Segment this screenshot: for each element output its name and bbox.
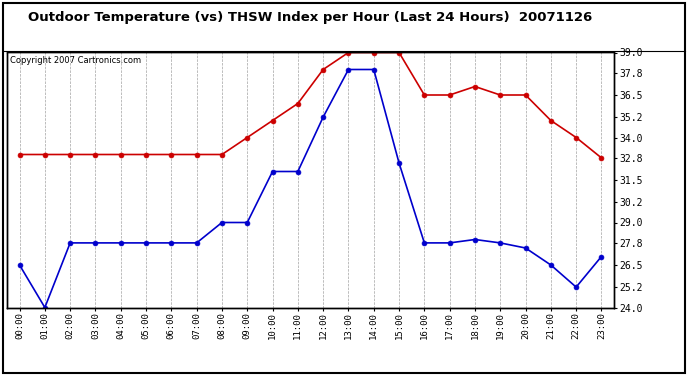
Text: Copyright 2007 Cartronics.com: Copyright 2007 Cartronics.com <box>10 56 141 65</box>
Text: Outdoor Temperature (vs) THSW Index per Hour (Last 24 Hours)  20071126: Outdoor Temperature (vs) THSW Index per … <box>28 11 593 24</box>
